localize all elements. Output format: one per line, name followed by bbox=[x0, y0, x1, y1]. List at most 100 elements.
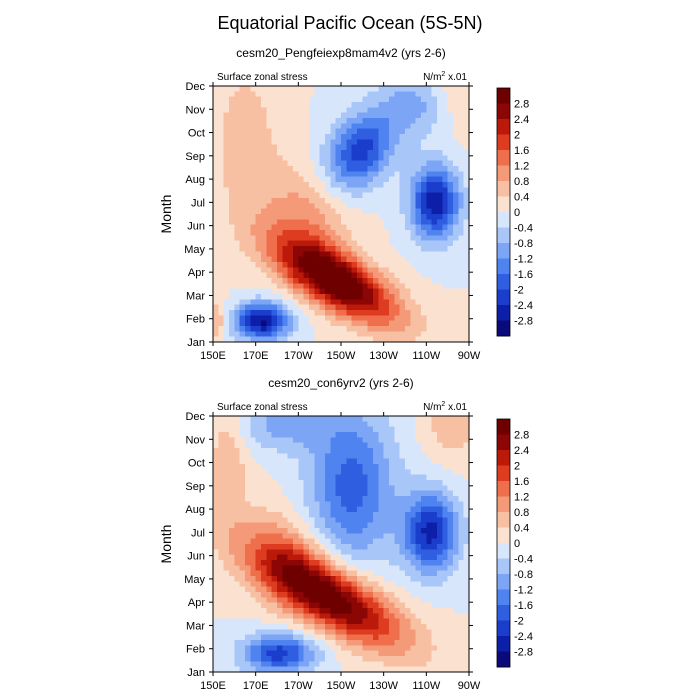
field-cell bbox=[431, 304, 438, 311]
field-cell bbox=[255, 650, 262, 657]
field-cell bbox=[234, 230, 241, 236]
field-cell bbox=[298, 123, 305, 130]
field-cell bbox=[447, 586, 454, 593]
field-cell bbox=[367, 570, 374, 577]
field-cell bbox=[447, 490, 454, 497]
field-cell bbox=[447, 91, 454, 98]
field-cell bbox=[367, 496, 374, 502]
field-cell bbox=[223, 608, 230, 614]
field-cell bbox=[239, 102, 246, 108]
field-cell bbox=[239, 576, 246, 582]
field-cell bbox=[453, 538, 459, 545]
field-cell bbox=[399, 490, 406, 497]
field-cell bbox=[346, 640, 353, 646]
field-cell bbox=[362, 267, 369, 274]
field-cell bbox=[298, 139, 305, 146]
field-cell bbox=[346, 426, 353, 433]
field-cell bbox=[309, 176, 315, 183]
field-cell bbox=[330, 538, 337, 545]
field-cell bbox=[335, 251, 342, 258]
field-cell bbox=[351, 176, 358, 183]
field-cell bbox=[287, 592, 294, 598]
field-cell bbox=[431, 310, 438, 316]
field-cell bbox=[378, 155, 385, 162]
field-cell bbox=[239, 299, 246, 306]
field-cell bbox=[271, 426, 278, 433]
field-cell bbox=[421, 592, 427, 598]
field-cell bbox=[357, 554, 363, 561]
panel-title: cesm20_Pengfeiexp8mam4v2 (yrs 2-6) bbox=[236, 46, 445, 60]
field-cell bbox=[389, 251, 395, 258]
field-cell bbox=[399, 315, 406, 322]
field-cell bbox=[325, 294, 331, 300]
field-cell bbox=[367, 597, 374, 604]
field-cell bbox=[239, 278, 246, 284]
field-cell bbox=[271, 453, 278, 460]
field-cell bbox=[325, 336, 331, 343]
field-cell bbox=[463, 278, 470, 284]
field-cell bbox=[357, 485, 363, 492]
field-cell bbox=[437, 246, 443, 252]
field-cell bbox=[389, 490, 395, 497]
field-cell bbox=[303, 86, 310, 92]
field-cell bbox=[287, 474, 294, 481]
field-cell bbox=[357, 576, 363, 582]
field-cell bbox=[314, 586, 321, 593]
field-cell bbox=[426, 208, 433, 215]
field-cell bbox=[447, 86, 454, 92]
field-cell bbox=[277, 240, 283, 247]
field-cell bbox=[373, 586, 379, 593]
field-cell bbox=[245, 182, 251, 188]
field-cell bbox=[319, 299, 326, 306]
field-cell bbox=[373, 160, 379, 167]
field-cell bbox=[431, 570, 438, 577]
field-cell bbox=[277, 262, 283, 268]
field-cell bbox=[245, 656, 251, 662]
field-cell bbox=[309, 326, 315, 332]
field-cell bbox=[266, 624, 273, 630]
field-cell bbox=[367, 474, 374, 481]
colorbar-label: 2.4 bbox=[514, 114, 529, 126]
field-cell bbox=[341, 613, 347, 620]
colorbar-frame bbox=[496, 87, 511, 337]
field-cell bbox=[394, 570, 401, 577]
field-cell bbox=[287, 517, 294, 524]
field-cell bbox=[399, 416, 406, 422]
y-tick-label: Apr bbox=[188, 267, 205, 279]
field-cell bbox=[394, 458, 401, 465]
field-cell bbox=[213, 283, 219, 290]
field-cell bbox=[218, 640, 225, 646]
field-cell bbox=[367, 560, 374, 566]
field-cell bbox=[309, 251, 315, 258]
field-cell bbox=[421, 464, 427, 470]
field-cell bbox=[389, 634, 395, 641]
field-cell bbox=[426, 320, 433, 327]
field-cell bbox=[463, 549, 470, 556]
field-cell bbox=[399, 171, 406, 178]
field-cell bbox=[394, 554, 401, 561]
field-cell bbox=[271, 96, 278, 103]
field-cell bbox=[431, 554, 438, 561]
field-cell bbox=[234, 150, 241, 156]
field-cell bbox=[330, 224, 337, 231]
field-cell bbox=[250, 299, 257, 306]
field-cell bbox=[341, 240, 347, 247]
field-cell bbox=[239, 208, 246, 215]
field-cell bbox=[378, 294, 385, 300]
field-cell bbox=[309, 624, 315, 630]
field-cell bbox=[229, 442, 235, 449]
field-cell bbox=[346, 107, 353, 114]
field-cell bbox=[442, 474, 449, 481]
field-cell bbox=[367, 91, 374, 98]
field-cell bbox=[351, 214, 358, 220]
field-cell bbox=[463, 618, 470, 625]
field-cell bbox=[234, 320, 241, 327]
field-cell bbox=[415, 549, 422, 556]
field-cell bbox=[394, 560, 401, 566]
field-cell bbox=[309, 331, 315, 338]
field-cell bbox=[447, 426, 454, 433]
field-cell bbox=[229, 176, 235, 183]
field-cell bbox=[229, 650, 235, 657]
field-cell bbox=[410, 634, 417, 641]
field-cell bbox=[351, 469, 358, 476]
